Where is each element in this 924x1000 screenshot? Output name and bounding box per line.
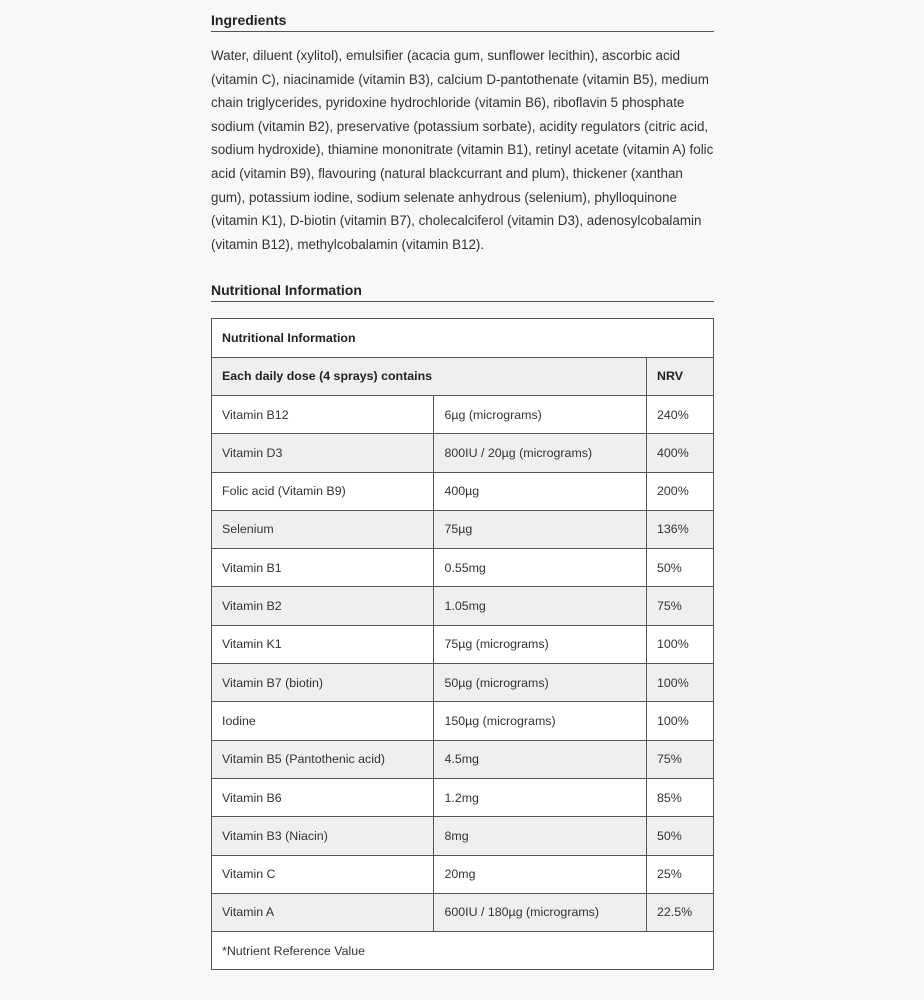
- nutrient-name: Vitamin B12: [210, 394, 435, 435]
- nutrient-amount: 600IU / 180µg (micrograms): [433, 892, 648, 933]
- table-row: Iodine 150µg (micrograms) 100%: [210, 701, 714, 741]
- nutrient-name: Vitamin B2: [210, 586, 435, 626]
- nutrient-nrv: 75%: [646, 739, 714, 779]
- footnote-row: *Nutrient Reference Value: [211, 931, 714, 971]
- nutrient-name: Vitamin D3: [210, 433, 435, 473]
- header-dose: Each daily dose (4 sprays) contains: [210, 356, 648, 396]
- nutrient-name: Vitamin B5 (Pantothenic acid): [210, 739, 435, 779]
- nutrient-name: Vitamin A: [210, 892, 435, 933]
- product-info: Ingredients Water, diluent (xylitol), em…: [210, 0, 714, 971]
- nutrient-amount: 75µg (micrograms): [433, 624, 648, 665]
- nutrient-nrv: 75%: [646, 586, 714, 626]
- nutrient-nrv: 100%: [646, 624, 714, 665]
- nutrient-amount: 75µg: [433, 509, 648, 550]
- nutrient-amount: 20mg: [433, 854, 648, 894]
- nutrient-amount: 6µg (micrograms): [433, 394, 648, 435]
- nutrient-nrv: 85%: [646, 777, 714, 818]
- footnote: *Nutrient Reference Value: [211, 931, 714, 971]
- nutrient-name: Iodine: [210, 701, 435, 741]
- table-title-row: Nutritional Information: [211, 318, 714, 358]
- table-row: Vitamin B7 (biotin) 50µg (micrograms) 100%: [210, 663, 714, 703]
- table-row: Vitamin B2 1.05mg 75%: [210, 586, 714, 626]
- nutrient-nrv: 22.5%: [646, 892, 714, 933]
- nutrient-nrv: 136%: [646, 509, 714, 550]
- nutrition-heading: Nutritional Information: [211, 270, 714, 303]
- table-row: Vitamin B12 6µg (micrograms) 240%: [210, 394, 714, 435]
- nutrient-amount: 150µg (micrograms): [433, 701, 648, 741]
- nutrient-name: Vitamin B1: [210, 548, 435, 588]
- nutrient-name: Selenium: [210, 509, 435, 550]
- table-row: Vitamin B5 (Pantothenic acid) 4.5mg 75%: [210, 739, 714, 779]
- nutrient-amount: 8mg: [433, 816, 648, 856]
- nutrient-name: Folic acid (Vitamin B9): [210, 471, 435, 511]
- nutrient-nrv: 240%: [646, 394, 714, 435]
- nutrient-amount: 0.55mg: [433, 548, 648, 588]
- nutrient-amount: 1.05mg: [433, 586, 648, 626]
- table-row: Folic acid (Vitamin B9) 400µg 200%: [210, 471, 714, 511]
- header-nrv: NRV: [646, 356, 714, 396]
- nutrient-amount: 50µg (micrograms): [433, 663, 648, 703]
- nutrient-nrv: 400%: [646, 433, 714, 473]
- nutrient-name: Vitamin B3 (Niacin): [210, 816, 435, 856]
- nutrient-amount: 1.2mg: [433, 777, 648, 818]
- nutrient-nrv: 50%: [646, 816, 714, 856]
- table-header-row: Each daily dose (4 sprays) contains NRV: [210, 356, 714, 396]
- nutrition-table: Nutritional Information Each daily dose …: [210, 318, 714, 971]
- table-row: Vitamin B6 1.2mg 85%: [210, 777, 714, 818]
- table-row: Selenium 75µg 136%: [210, 509, 714, 550]
- table-row: Vitamin B3 (Niacin) 8mg 50%: [210, 816, 714, 856]
- table-row: Vitamin A 600IU / 180µg (micrograms) 22.5%: [210, 892, 714, 933]
- table-row: Vitamin K1 75µg (micrograms) 100%: [210, 624, 714, 665]
- nutrient-name: Vitamin B6: [210, 777, 435, 818]
- nutrient-amount: 400µg: [433, 471, 648, 511]
- nutrient-name: Vitamin C: [210, 854, 435, 894]
- nutrient-name: Vitamin K1: [210, 624, 435, 665]
- nutrient-amount: 4.5mg: [433, 739, 648, 779]
- nutrient-amount: 800IU / 20µg (micrograms): [433, 433, 648, 473]
- nutrient-nrv: 100%: [646, 663, 714, 703]
- ingredients-heading: Ingredients: [211, 0, 714, 32]
- nutrient-nrv: 25%: [646, 854, 714, 894]
- table-row: Vitamin D3 800IU / 20µg (micrograms) 400%: [210, 433, 714, 473]
- ingredients-text: Water, diluent (xylitol), emulsifier (ac…: [211, 48, 714, 252]
- nutrient-nrv: 50%: [646, 548, 714, 588]
- table-row: Vitamin C 20mg 25%: [210, 854, 714, 894]
- nutrient-nrv: 200%: [646, 471, 714, 511]
- nutrient-nrv: 100%: [646, 701, 714, 741]
- table-row: Vitamin B1 0.55mg 50%: [210, 548, 714, 588]
- nutrient-name: Vitamin B7 (biotin): [210, 663, 435, 703]
- table-title: Nutritional Information: [211, 318, 714, 358]
